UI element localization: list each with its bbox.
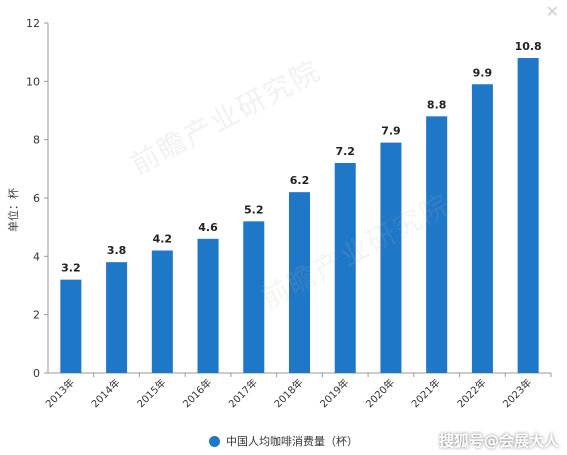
bar bbox=[106, 262, 128, 373]
y-tick-label: 10 bbox=[26, 75, 40, 88]
y-tick-label: 4 bbox=[33, 250, 40, 263]
legend-item: 中国人均咖啡消费量（杯） bbox=[209, 433, 358, 449]
bar bbox=[151, 250, 173, 373]
bar bbox=[471, 84, 493, 373]
data-label: 7.9 bbox=[381, 125, 401, 138]
x-tick-label: 2016年 bbox=[180, 376, 214, 410]
bar bbox=[426, 116, 448, 373]
x-tick-label: 2023年 bbox=[500, 376, 534, 410]
data-label: 8.8 bbox=[427, 98, 447, 111]
x-tick-label: 2014年 bbox=[88, 376, 122, 410]
data-labels: 3.2 3.8 4.2 4.6 5.2 6.2 7.2 7.9 8.8 9.9 10.8 bbox=[61, 40, 542, 275]
x-tick-label: 2018年 bbox=[271, 376, 305, 410]
x-tick-label: 2013年 bbox=[43, 376, 77, 410]
data-label: 9.9 bbox=[473, 66, 493, 79]
x-tick-label: 2019年 bbox=[317, 376, 351, 410]
data-label: 4.6 bbox=[198, 221, 218, 234]
y-tick-label: 0 bbox=[33, 367, 40, 380]
bar bbox=[288, 192, 311, 373]
legend-label: 中国人均咖啡消费量（杯） bbox=[226, 435, 358, 448]
legend-marker bbox=[209, 435, 220, 447]
data-label: 10.8 bbox=[515, 40, 542, 53]
bar bbox=[380, 142, 402, 373]
data-label: 4.2 bbox=[153, 233, 173, 246]
bar-chart: 0 2 4 6 8 10 12 3.2 3.8 4.2 4.6 5.2 6.2 7.2 7.9 8.8 9.9… bbox=[6, 17, 552, 410]
bars bbox=[60, 58, 539, 373]
data-label: 5.2 bbox=[244, 203, 264, 216]
y-axis-label: 单位：杯 bbox=[6, 188, 20, 232]
y-tick-label: 6 bbox=[33, 192, 40, 205]
data-label: 6.2 bbox=[290, 174, 310, 187]
data-label: 3.2 bbox=[61, 262, 81, 275]
y-tick-label: 12 bbox=[26, 17, 40, 30]
bar bbox=[517, 58, 539, 373]
x-tick-label: 2021年 bbox=[409, 376, 443, 410]
y-tick-label: 2 bbox=[33, 309, 40, 322]
y-tick-label: 8 bbox=[33, 134, 40, 147]
data-label: 3.8 bbox=[107, 244, 127, 257]
bar bbox=[243, 221, 265, 373]
x-tick-label: 2017年 bbox=[226, 376, 260, 410]
bar bbox=[334, 163, 356, 373]
brand-watermark: 搜狐号@会展大人 bbox=[438, 432, 559, 450]
bar bbox=[60, 279, 82, 373]
x-ticks: 2013年 2014年 2015年 2016年 2017年 2018年 2019年 2020年… bbox=[43, 373, 552, 410]
x-tick-label: 2020年 bbox=[363, 376, 397, 410]
y-ticks: 0 2 4 6 8 10 12 bbox=[26, 17, 48, 380]
x-tick-label: 2022年 bbox=[454, 376, 488, 410]
bar bbox=[197, 238, 219, 373]
close-icon: ✕ bbox=[545, 2, 559, 21]
data-label: 7.2 bbox=[335, 145, 355, 158]
legend: 中国人均咖啡消费量（杯） bbox=[0, 433, 567, 449]
x-tick-label: 2015年 bbox=[134, 376, 168, 410]
